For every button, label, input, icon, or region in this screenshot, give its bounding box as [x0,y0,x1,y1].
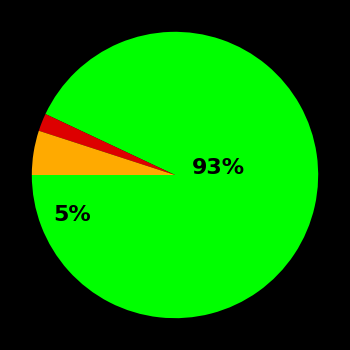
Text: 93%: 93% [191,158,245,178]
Text: 5%: 5% [53,205,91,225]
Wedge shape [39,114,175,175]
Wedge shape [32,131,175,175]
Wedge shape [32,32,318,318]
